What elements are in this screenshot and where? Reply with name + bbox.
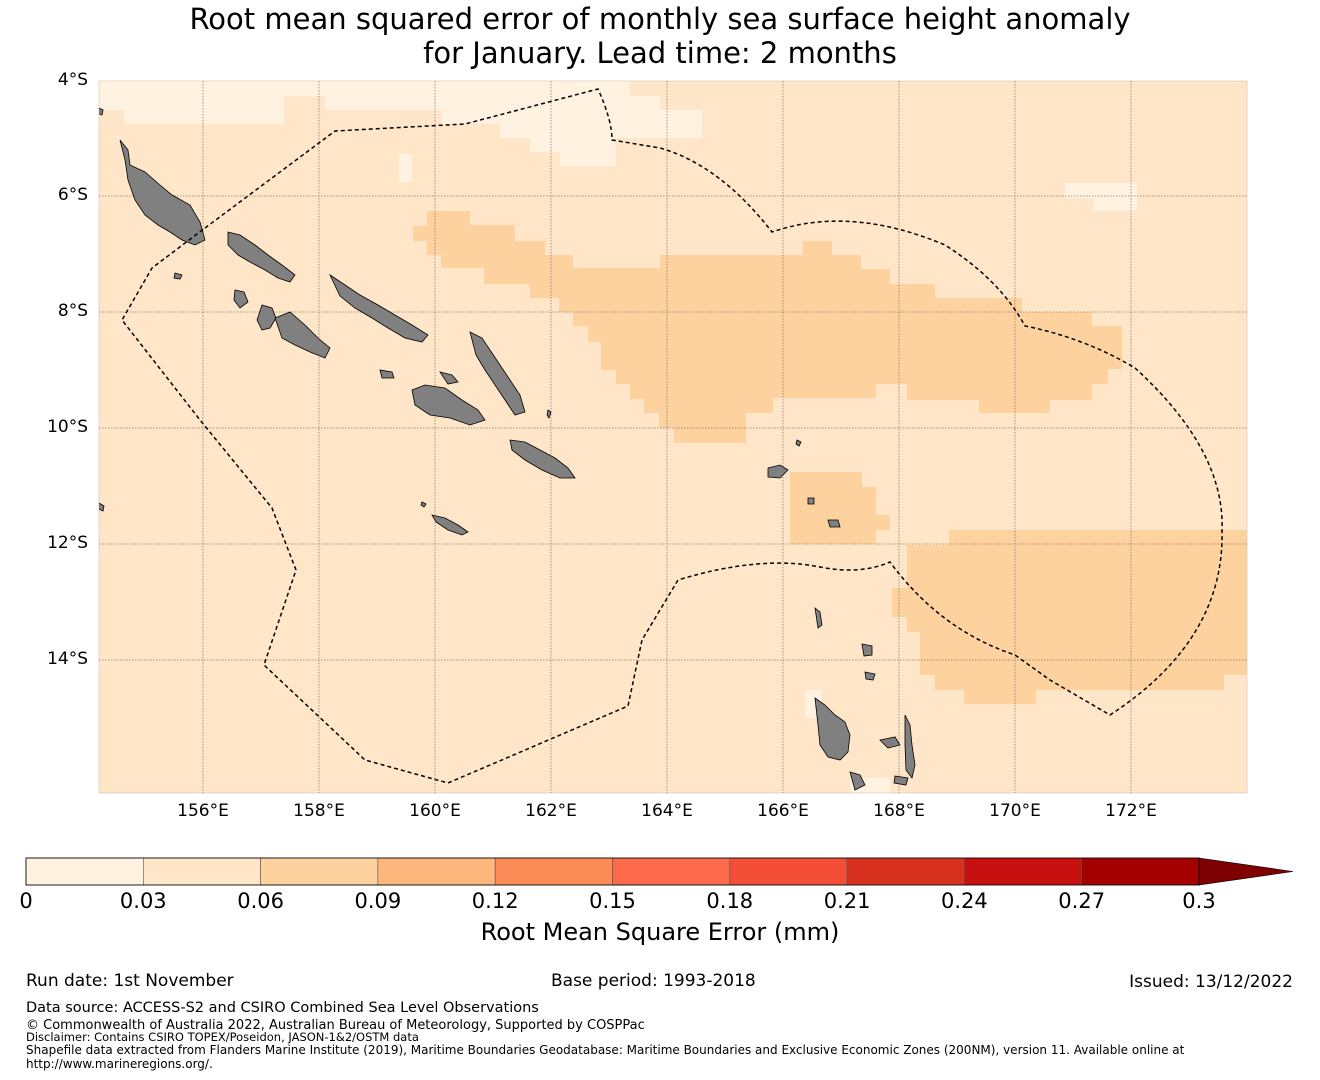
island-shortland: [173, 272, 183, 280]
island-nggela: [439, 371, 459, 385]
lat-label-6s: 6°S: [57, 185, 88, 205]
colorbar-segment: [494, 857, 613, 886]
run-date: Run date: 1st November: [26, 971, 234, 991]
copyright-text: © Commonwealth of Australia 2022, Austra…: [26, 1018, 645, 1033]
island-torres: [814, 607, 823, 629]
colorbar-segment: [25, 857, 144, 886]
island-pentecost: [904, 714, 916, 779]
colorbar-tick: 0.06: [237, 889, 284, 913]
colorbar-tick: 0: [19, 889, 33, 913]
colorbar-tick: 0.3: [1182, 889, 1216, 913]
island-makira: [509, 439, 576, 479]
data-source: Data source: ACCESS-S2 and CSIRO Combine…: [26, 1000, 539, 1016]
base-period: Base period: 1993-2018: [551, 971, 756, 991]
colorbar-tick: 0.27: [1058, 889, 1106, 913]
lat-label-12s: 12°S: [47, 533, 88, 553]
island-epi: [849, 771, 866, 791]
island-banks: [861, 643, 873, 657]
island-guadalcanal: [411, 384, 486, 426]
lon-label-170e: 170°E: [989, 801, 1041, 821]
island-utupua: [827, 519, 841, 528]
lat-label-8s: 8°S: [57, 301, 88, 321]
colorbar-tick: 0.15: [589, 889, 636, 913]
lat-label-14s: 14°S: [47, 649, 88, 669]
land-masses: [99, 107, 916, 791]
colorbar-segment: [729, 857, 848, 886]
colorbar-frame: [25, 857, 1200, 886]
lon-label-166e: 166°E: [757, 801, 809, 821]
colorbar-tick: 0.12: [471, 889, 519, 913]
colorbar-segment: [260, 857, 379, 886]
island-tikopia: [795, 439, 802, 447]
island-sikaiana: [546, 409, 552, 419]
island-vanua-lava: [864, 671, 876, 681]
island-nendo: [767, 464, 789, 479]
island-ambae: [893, 775, 909, 786]
island-bougainville: [119, 139, 206, 246]
lon-label-168e: 168°E: [873, 801, 925, 821]
colorbar-tick: 0.24: [941, 889, 988, 913]
colorbar-segment: [964, 857, 1083, 886]
colorbar-label: Root Mean Square Error (mm): [480, 918, 840, 946]
island-new-georgia-east: [274, 311, 331, 359]
colorbar-segment: [1081, 857, 1200, 886]
map-title: Root mean squared error of monthly sea s…: [0, 2, 1320, 70]
title-line-2: for January. Lead time: 2 months: [423, 36, 897, 70]
colorbar-tick: 0.09: [354, 889, 402, 913]
colorbar-tick: 0.18: [706, 889, 754, 913]
issued-date: Issued: 13/12/2022: [1129, 972, 1293, 992]
island-santa-isabel: [329, 273, 429, 343]
colorbar-segment: [612, 857, 731, 886]
island-russell: [379, 369, 395, 379]
colorbar-segment: [377, 857, 496, 886]
island-new-georgia: [256, 304, 277, 331]
colorbar-tick: 0.21: [823, 889, 871, 913]
rmse-zone-higher: [413, 211, 1247, 704]
lon-label-156e: 156°E: [177, 801, 229, 821]
lon-label-160e: 160°E: [409, 801, 461, 821]
map-area: [99, 81, 1247, 793]
island-malekula: [879, 736, 901, 749]
colorbar-extend-arrow: [1198, 857, 1294, 886]
lat-label-4s: 4°S: [57, 70, 88, 90]
colorbar: [25, 857, 1294, 886]
island-west-small: [99, 502, 105, 512]
lon-label-162e: 162°E: [525, 801, 577, 821]
island-rennell: [431, 514, 469, 536]
colorbar-segment: [143, 857, 261, 886]
graticule: [99, 81, 1247, 793]
map-frame: [98, 80, 1248, 794]
lon-label-164e: 164°E: [641, 801, 693, 821]
title-line-1: Root mean squared error of monthly sea s…: [189, 2, 1131, 36]
island-nissan: [99, 107, 104, 116]
disclaimer-text: Disclaimer: Contains CSIRO TOPEX/Poseido…: [26, 1030, 419, 1044]
lat-label-10s: 10°S: [47, 417, 88, 437]
island-vella-lavella: [233, 289, 249, 309]
colorbar-segment: [846, 857, 965, 886]
island-espiritu-santo: [814, 697, 851, 761]
shapefile-credit: Shapefile data extracted from Flanders M…: [26, 1043, 1185, 1057]
colorbar-tick: 0.03: [119, 889, 167, 913]
island-vanikoro: [807, 497, 815, 505]
island-malaita: [469, 331, 526, 416]
island-rennell-small: [420, 501, 427, 508]
lon-label-158e: 158°E: [293, 801, 345, 821]
eez-boundary: [121, 88, 1223, 784]
marineregions-link[interactable]: http://www.marineregions.org/.: [26, 1057, 213, 1071]
lon-label-172e: 172°E: [1105, 801, 1157, 821]
island-choiseul: [227, 231, 296, 283]
